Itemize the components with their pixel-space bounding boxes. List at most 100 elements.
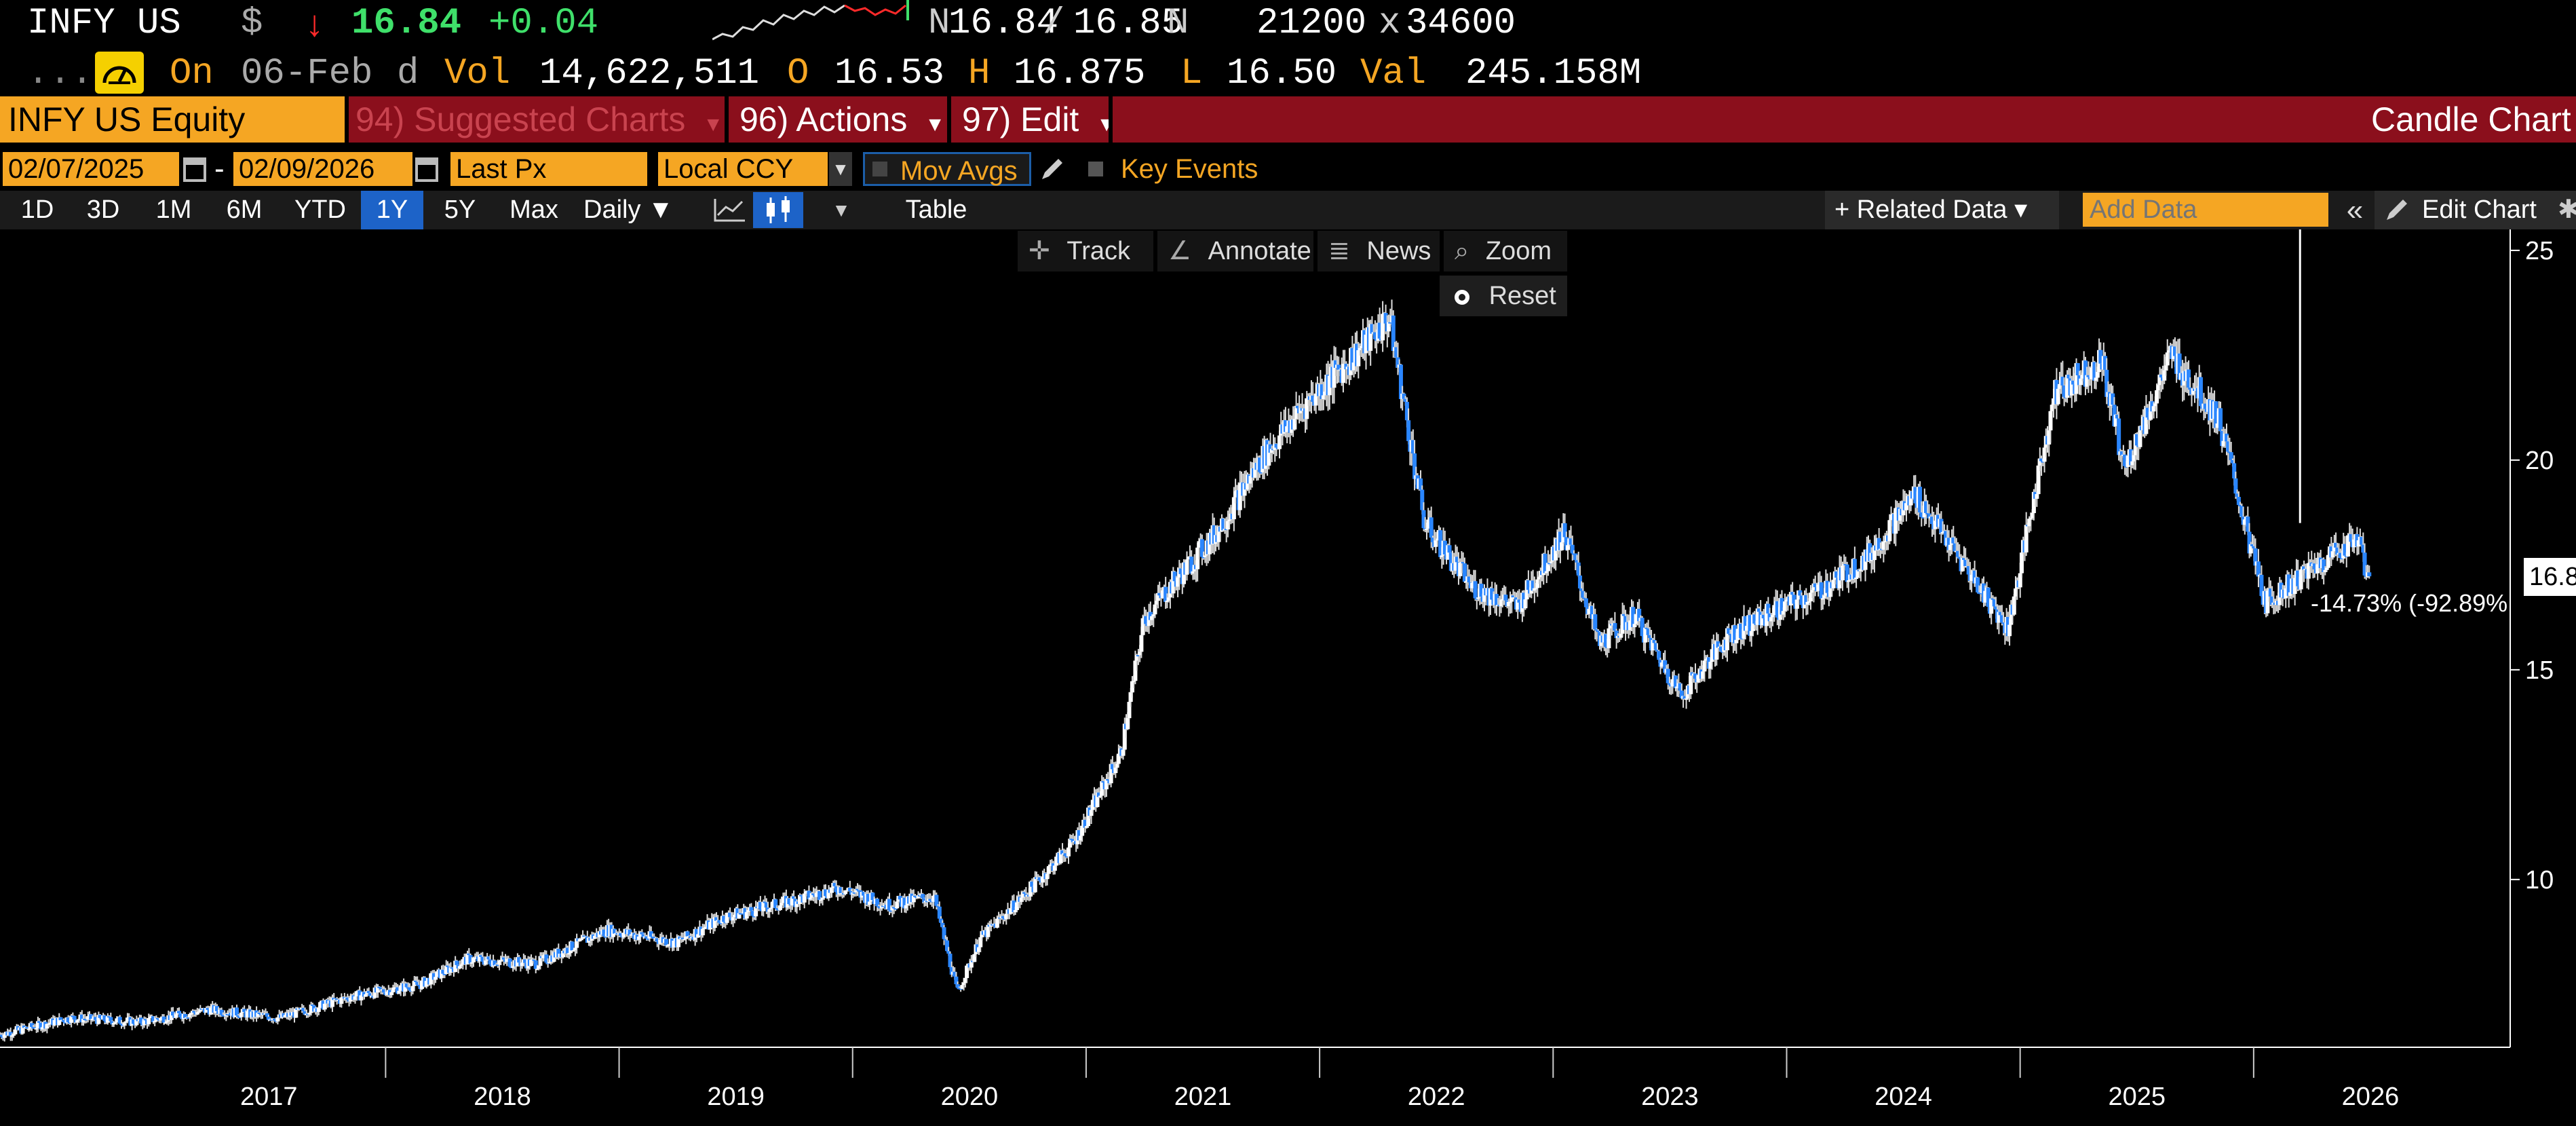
chevron-down-icon[interactable]: ▼ xyxy=(832,200,851,221)
track-label: Track xyxy=(1066,237,1130,265)
ticker-label[interactable]: INFY US xyxy=(27,3,181,44)
ask-suffix: N xyxy=(1167,3,1189,44)
candle-body xyxy=(187,1014,192,1017)
candle-body xyxy=(1052,865,1057,871)
candle-body xyxy=(102,1015,107,1021)
chevron-down-icon[interactable]: ▼ xyxy=(829,152,852,186)
candle-body xyxy=(1893,508,1898,534)
pencil-icon[interactable] xyxy=(1038,155,1065,183)
table-button[interactable]: Table xyxy=(905,195,967,224)
candle-body xyxy=(672,941,676,948)
candle-body xyxy=(110,1021,115,1025)
candle-body xyxy=(1148,612,1153,620)
candle-body xyxy=(963,978,967,983)
chevron-down-icon: ▼ xyxy=(1096,113,1117,136)
range-3d[interactable]: 3D xyxy=(86,195,120,224)
candle-body xyxy=(1066,847,1071,857)
candle-body xyxy=(969,960,974,968)
gear-icon[interactable]: ✱ xyxy=(2558,195,2576,224)
candle-body xyxy=(948,954,953,967)
candle-body xyxy=(488,959,493,964)
candle-body xyxy=(1647,635,1652,638)
candle-body xyxy=(936,905,940,907)
candle-body xyxy=(1387,322,1391,332)
start-date-field[interactable]: 02/07/2025 xyxy=(3,152,179,186)
edit-chart-button[interactable]: Edit Chart xyxy=(2422,195,2537,224)
security-field[interactable]: INFY US Equity xyxy=(0,96,345,143)
zoom-button[interactable]: ⌕ Zoom xyxy=(1444,231,1567,271)
key-events-checkbox[interactable] xyxy=(1088,162,1103,176)
suggested-charts-button[interactable]: 94) Suggested Charts ▼ xyxy=(355,96,723,143)
candle-body xyxy=(109,1017,113,1021)
annotate-button[interactable]: ∠ Annotate xyxy=(1157,231,1313,271)
candle-body xyxy=(9,1035,14,1037)
candle-body xyxy=(1410,440,1415,454)
candle-body xyxy=(2083,360,2088,387)
candle-body xyxy=(442,973,447,975)
speedometer-icon[interactable] xyxy=(95,52,144,94)
x-tick-label: 2017 xyxy=(240,1083,298,1111)
candle-body xyxy=(2080,375,2085,379)
key-events-label[interactable]: Key Events xyxy=(1121,154,1258,184)
candle-body xyxy=(761,901,766,912)
mov-avgs-toggle[interactable]: Mov Avgs xyxy=(863,152,1031,186)
candle-body xyxy=(303,1011,307,1015)
candle-body xyxy=(2312,563,2317,569)
candle-body xyxy=(2030,513,2035,519)
candle-body xyxy=(544,954,549,963)
line-chart-icon[interactable] xyxy=(711,195,749,225)
collapse-icon[interactable]: « xyxy=(2346,193,2364,227)
candle-body xyxy=(2265,590,2270,614)
candle-body xyxy=(1579,588,1584,591)
candle-body xyxy=(621,933,626,938)
candle-body xyxy=(2086,375,2091,377)
range-max[interactable]: Max xyxy=(510,195,558,224)
candle-body xyxy=(852,892,857,894)
news-button[interactable]: ≣ News xyxy=(1318,231,1440,271)
candle-body xyxy=(1969,574,1974,581)
calendar-icon[interactable] xyxy=(183,155,206,183)
candle-body xyxy=(2024,525,2029,552)
candle-body xyxy=(206,1008,210,1011)
related-data-button[interactable]: + Related Data ▾ xyxy=(1834,195,2028,224)
edit-button[interactable]: 97) Edit ▼ xyxy=(962,96,1117,143)
candle-body xyxy=(1929,517,1934,525)
price-chart[interactable]: 2017 2018 2019 2020 2021 2022 2023 2024 2025 2026… xyxy=(0,229,2576,1126)
candle-body xyxy=(1048,864,1053,867)
range-1y[interactable]: 1Y xyxy=(361,191,423,229)
track-button[interactable]: ✛ Track xyxy=(1018,231,1153,271)
range-6m[interactable]: 6M xyxy=(226,195,263,224)
pencil-icon[interactable] xyxy=(2383,195,2410,224)
candle-body xyxy=(89,1014,94,1020)
candle-body xyxy=(1933,521,1938,529)
candle-body xyxy=(1657,651,1661,660)
candle-body xyxy=(1766,603,1771,614)
candle-body xyxy=(737,913,742,919)
range-1d[interactable]: 1D xyxy=(20,195,54,224)
candle-body xyxy=(235,1007,239,1016)
actions-button[interactable]: 96) Actions ▼ xyxy=(739,96,945,143)
calendar-icon[interactable] xyxy=(415,155,438,183)
candle-body xyxy=(867,901,872,905)
candle-body xyxy=(1576,562,1581,576)
candle-body xyxy=(1434,540,1438,547)
candle-body xyxy=(1054,857,1059,866)
add-data-input[interactable] xyxy=(2083,193,2328,227)
mov-avgs-checkbox[interactable] xyxy=(872,162,887,176)
x-tick-label: 2021 xyxy=(1174,1083,1232,1111)
price-field-select[interactable]: Last Px xyxy=(450,152,647,186)
frequency-select[interactable]: Daily ▼ xyxy=(583,195,674,224)
range-ytd[interactable]: YTD xyxy=(294,195,346,224)
candle-chart-icon[interactable] xyxy=(753,192,803,228)
range-1m[interactable]: 1M xyxy=(155,195,192,224)
range-5y[interactable]: 5Y xyxy=(444,195,476,224)
reset-button[interactable]: Reset xyxy=(1440,276,1567,316)
candle-body xyxy=(750,911,755,916)
end-date-field[interactable]: 02/09/2026 xyxy=(233,152,412,186)
candle-body xyxy=(928,899,933,901)
candle-body xyxy=(1637,609,1642,622)
candle-body xyxy=(1253,462,1258,478)
candle-body xyxy=(165,1021,170,1023)
currency-select[interactable]: Local CCY xyxy=(658,152,828,186)
candle-body xyxy=(495,964,500,967)
